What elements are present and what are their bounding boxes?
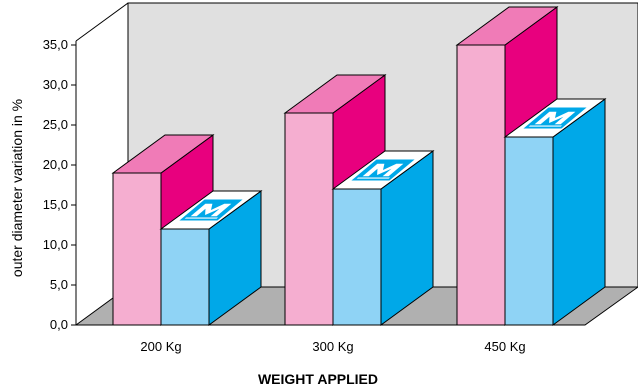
- mm-logo-icon: [347, 158, 419, 182]
- y-axis-ticks: 0,0 5,0 10,0 15,0 20,0 25,0 30,0 35,0: [43, 37, 76, 332]
- x-tick-label: 300 Kg: [312, 339, 353, 354]
- y-tick-label: 35,0: [43, 37, 68, 52]
- y-axis-title: outer diameter variation in %: [9, 99, 25, 277]
- y-tick-label: 30,0: [43, 77, 68, 92]
- mm-logo-icon: [519, 106, 591, 130]
- bars: [111, 6, 607, 326]
- bar-2-1: [503, 98, 607, 326]
- x-tick-label: 200 Kg: [140, 339, 181, 354]
- y-tick-label: 25,0: [43, 117, 68, 132]
- bar-0-1: [159, 190, 263, 326]
- bar-1-1: [331, 150, 435, 326]
- x-tick-label: 450 Kg: [484, 339, 525, 354]
- y-tick-label: 0,0: [50, 317, 68, 332]
- y-axis-depth-line: [75, 2, 129, 42]
- y-tick-label: 10,0: [43, 237, 68, 252]
- y-tick-label: 20,0: [43, 157, 68, 172]
- mm-logo-icon: [175, 198, 247, 222]
- x-axis-title: WEIGHT APPLIED: [258, 371, 378, 387]
- y-tick-label: 5,0: [50, 277, 68, 292]
- y-tick-label: 15,0: [43, 197, 68, 212]
- x-axis-labels: 200 Kg 300 Kg 450 Kg: [140, 339, 525, 354]
